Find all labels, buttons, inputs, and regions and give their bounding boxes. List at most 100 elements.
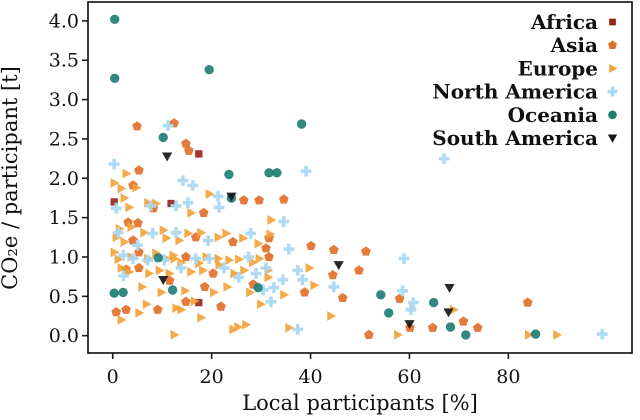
data-point bbox=[213, 202, 225, 213]
data-point bbox=[145, 268, 155, 279]
legend-entry-north-america: North America bbox=[432, 80, 618, 104]
data-point bbox=[458, 316, 469, 326]
y-tick-label: 0.5 bbox=[49, 286, 79, 308]
data-point bbox=[204, 65, 214, 75]
data-point bbox=[224, 169, 234, 180]
data-point bbox=[181, 285, 191, 296]
data-point bbox=[429, 297, 439, 308]
data-point bbox=[249, 257, 259, 268]
data-point bbox=[228, 236, 238, 247]
legend-entry-asia: Asia bbox=[550, 33, 617, 57]
series-europe bbox=[110, 168, 563, 340]
data-point bbox=[147, 228, 159, 239]
data-point bbox=[152, 304, 163, 314]
data-point bbox=[109, 288, 119, 298]
data-point bbox=[553, 330, 563, 340]
data-point bbox=[162, 152, 173, 162]
data-point bbox=[299, 287, 310, 297]
data-point bbox=[225, 255, 235, 265]
data-point bbox=[272, 168, 282, 178]
data-point bbox=[214, 253, 224, 264]
data-point bbox=[267, 215, 277, 225]
data-point bbox=[427, 322, 438, 332]
data-point bbox=[596, 328, 608, 340]
data-point bbox=[246, 287, 256, 298]
data-point bbox=[133, 218, 143, 228]
data-point bbox=[110, 247, 120, 258]
y-tick-label: 0.0 bbox=[49, 325, 79, 347]
data-point bbox=[182, 197, 194, 209]
y-tick-label: 2.0 bbox=[49, 168, 79, 190]
data-point bbox=[394, 330, 403, 340]
data-point bbox=[132, 121, 142, 131]
data-point bbox=[170, 200, 182, 212]
series-north-america bbox=[108, 120, 608, 340]
data-point bbox=[159, 225, 169, 236]
data-point bbox=[134, 165, 144, 175]
axis-ticks: 0 20 40 60 80 0.0 0.5 1.0 1.5 2.0 2.5 3.0 3.5 4.0 bbox=[49, 10, 521, 388]
y-tick-label: 1.0 bbox=[49, 246, 79, 268]
legend-marker-circle-icon bbox=[608, 110, 617, 120]
data-point bbox=[111, 307, 122, 317]
legend-marker-plus-icon bbox=[607, 86, 618, 97]
data-point bbox=[142, 254, 154, 266]
data-point bbox=[199, 265, 209, 276]
data-point bbox=[240, 265, 250, 276]
data-point bbox=[212, 191, 224, 202]
data-point bbox=[226, 192, 237, 202]
data-point bbox=[121, 304, 131, 314]
data-point bbox=[153, 253, 163, 263]
data-point bbox=[361, 246, 371, 256]
data-point bbox=[158, 254, 170, 266]
y-axis-label: CO₂e / participant [t] bbox=[0, 66, 22, 290]
data-point bbox=[190, 296, 200, 306]
legend-label: North America bbox=[432, 80, 598, 104]
data-point bbox=[238, 195, 249, 205]
legend-marker-triangle-down-icon bbox=[607, 134, 618, 143]
data-point bbox=[117, 263, 127, 273]
x-tick-label: 60 bbox=[397, 366, 421, 388]
data-point bbox=[128, 235, 138, 245]
data-point bbox=[110, 178, 120, 188]
data-point bbox=[205, 189, 215, 199]
data-point bbox=[235, 254, 245, 265]
data-point bbox=[199, 281, 210, 292]
data-point bbox=[142, 299, 152, 310]
data-point bbox=[243, 251, 255, 263]
data-point bbox=[398, 253, 410, 264]
data-point bbox=[376, 290, 386, 300]
data-point bbox=[122, 168, 132, 179]
data-point bbox=[132, 182, 142, 193]
data-point bbox=[254, 195, 264, 205]
data-point bbox=[118, 287, 128, 298]
data-point bbox=[229, 324, 239, 335]
x-tick-label: 40 bbox=[298, 366, 322, 388]
data-point bbox=[135, 308, 145, 318]
data-point bbox=[181, 138, 191, 148]
data-point bbox=[177, 304, 187, 315]
data-point bbox=[157, 287, 167, 298]
data-point bbox=[277, 274, 289, 286]
data-point bbox=[218, 262, 230, 274]
data-point bbox=[242, 319, 252, 330]
data-point bbox=[170, 253, 180, 264]
data-point bbox=[203, 253, 215, 264]
data-point bbox=[145, 200, 157, 212]
data-point bbox=[187, 267, 197, 277]
data-point bbox=[187, 180, 199, 191]
y-tick-label: 3.0 bbox=[49, 89, 79, 111]
data-point bbox=[110, 73, 120, 83]
data-point bbox=[239, 233, 249, 243]
data-point bbox=[333, 261, 344, 271]
data-point bbox=[328, 244, 339, 255]
data-point bbox=[158, 132, 168, 143]
data-point bbox=[110, 202, 122, 214]
data-point bbox=[197, 227, 207, 238]
data-point bbox=[175, 262, 187, 274]
data-point bbox=[306, 240, 316, 251]
data-point bbox=[208, 268, 218, 278]
legend-entry-south-america: South America bbox=[432, 126, 618, 150]
data-points bbox=[108, 14, 608, 340]
data-point bbox=[254, 238, 264, 249]
